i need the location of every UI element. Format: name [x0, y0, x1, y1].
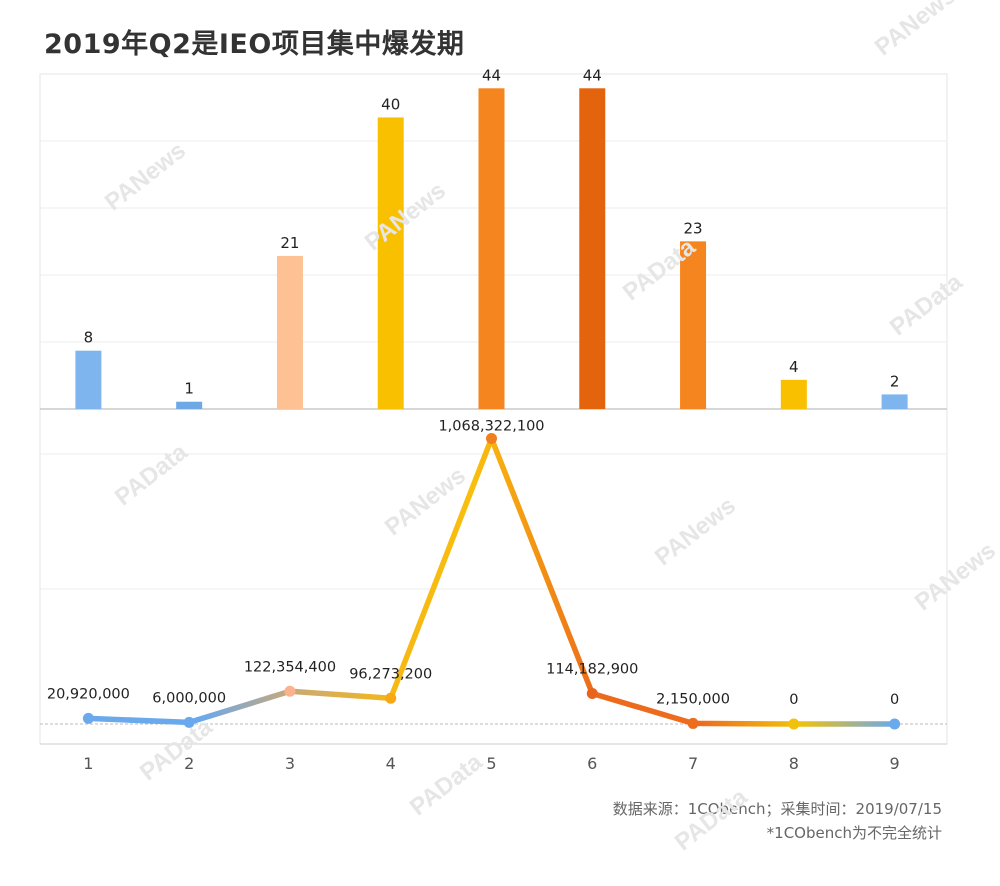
line-point: [889, 718, 901, 730]
line-path: [85, 435, 898, 727]
line-value-label: 0: [789, 692, 798, 708]
line-series: 20,920,000 6,000,000 122,354,400 96,273,200…: [47, 418, 901, 730]
grid-lines: [40, 140, 947, 590]
line-point: [284, 685, 296, 697]
line-value-label: 114,182,900: [546, 661, 638, 677]
footnote: *1CObench为不完全统计: [766, 824, 942, 842]
line-point: [586, 687, 598, 699]
bar-value-label: 44: [583, 66, 602, 84]
line-point: [486, 432, 497, 444]
bar: [478, 88, 505, 410]
source-note: 数据来源：1CObench；采集时间：2019/07/15: [612, 800, 942, 818]
line-value-label: 6,000,000: [152, 690, 226, 706]
line-value-label: 20,920,000: [47, 686, 130, 702]
chart-title: 2019年Q2是IEO项目集中爆发期: [44, 29, 465, 60]
line-point: [183, 716, 195, 728]
x-tick-label: 2: [184, 754, 194, 773]
x-tick-label: 6: [587, 754, 597, 773]
x-tick-label: 9: [890, 754, 900, 773]
bar: [881, 394, 908, 409]
bar-value-label: 1: [184, 380, 194, 398]
line-point: [385, 692, 397, 704]
bar-value-label: 21: [280, 234, 299, 252]
bar-series: 8 1 21 40 44 44 23 4 2: [75, 66, 908, 410]
bar-value-label: 44: [482, 66, 501, 84]
line-point: [687, 717, 699, 729]
bar: [680, 241, 707, 409]
bar: [780, 379, 807, 409]
bar: [377, 117, 404, 409]
x-tick-label: 8: [789, 754, 799, 773]
line-value-label: 2,150,000: [656, 691, 730, 707]
line-value-label: 96,273,200: [349, 666, 432, 682]
x-tick-label: 3: [285, 754, 295, 773]
bar: [276, 255, 303, 409]
bar-value-label: 8: [84, 329, 94, 347]
x-tick-label: 4: [386, 754, 396, 773]
x-tick-labels: 1 2 3 4 5 6 7 8 9: [83, 754, 899, 773]
bar-value-label: 4: [789, 358, 799, 376]
x-tick-label: 5: [486, 754, 496, 773]
line-value-label: 0: [890, 692, 899, 708]
x-tick-label: 7: [688, 754, 698, 773]
bar: [75, 350, 102, 409]
line-value-label: 122,354,400: [244, 659, 336, 675]
bar-value-label: 23: [684, 219, 703, 237]
bar-value-label: 2: [890, 372, 900, 390]
line-value-label: 1,068,322,100: [438, 418, 544, 434]
bar: [176, 401, 203, 409]
x-tick-label: 1: [83, 754, 93, 773]
bar-value-label: 40: [381, 95, 400, 113]
bar: [579, 88, 606, 410]
line-point: [788, 718, 800, 730]
line-point: [82, 712, 94, 724]
